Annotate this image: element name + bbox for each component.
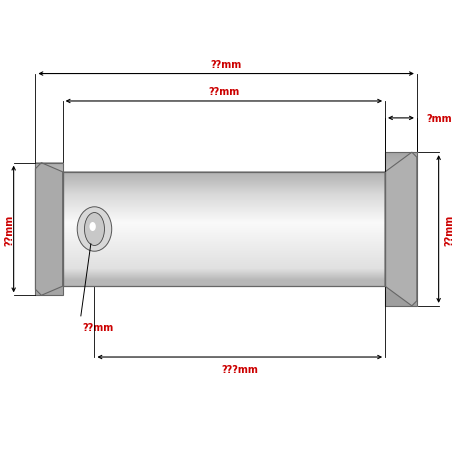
Text: ??mm: ??mm xyxy=(82,322,113,332)
Ellipse shape xyxy=(90,223,95,231)
Text: ??mm: ??mm xyxy=(210,60,241,70)
Ellipse shape xyxy=(84,213,104,246)
Ellipse shape xyxy=(77,207,112,252)
Text: ??mm: ??mm xyxy=(443,214,453,245)
Text: ???mm: ???mm xyxy=(221,364,257,374)
Text: ??mm: ??mm xyxy=(208,87,239,97)
Text: ??mm: ??mm xyxy=(4,214,14,245)
Text: ?mm: ?mm xyxy=(426,114,452,123)
Polygon shape xyxy=(384,153,416,306)
Polygon shape xyxy=(35,163,62,296)
